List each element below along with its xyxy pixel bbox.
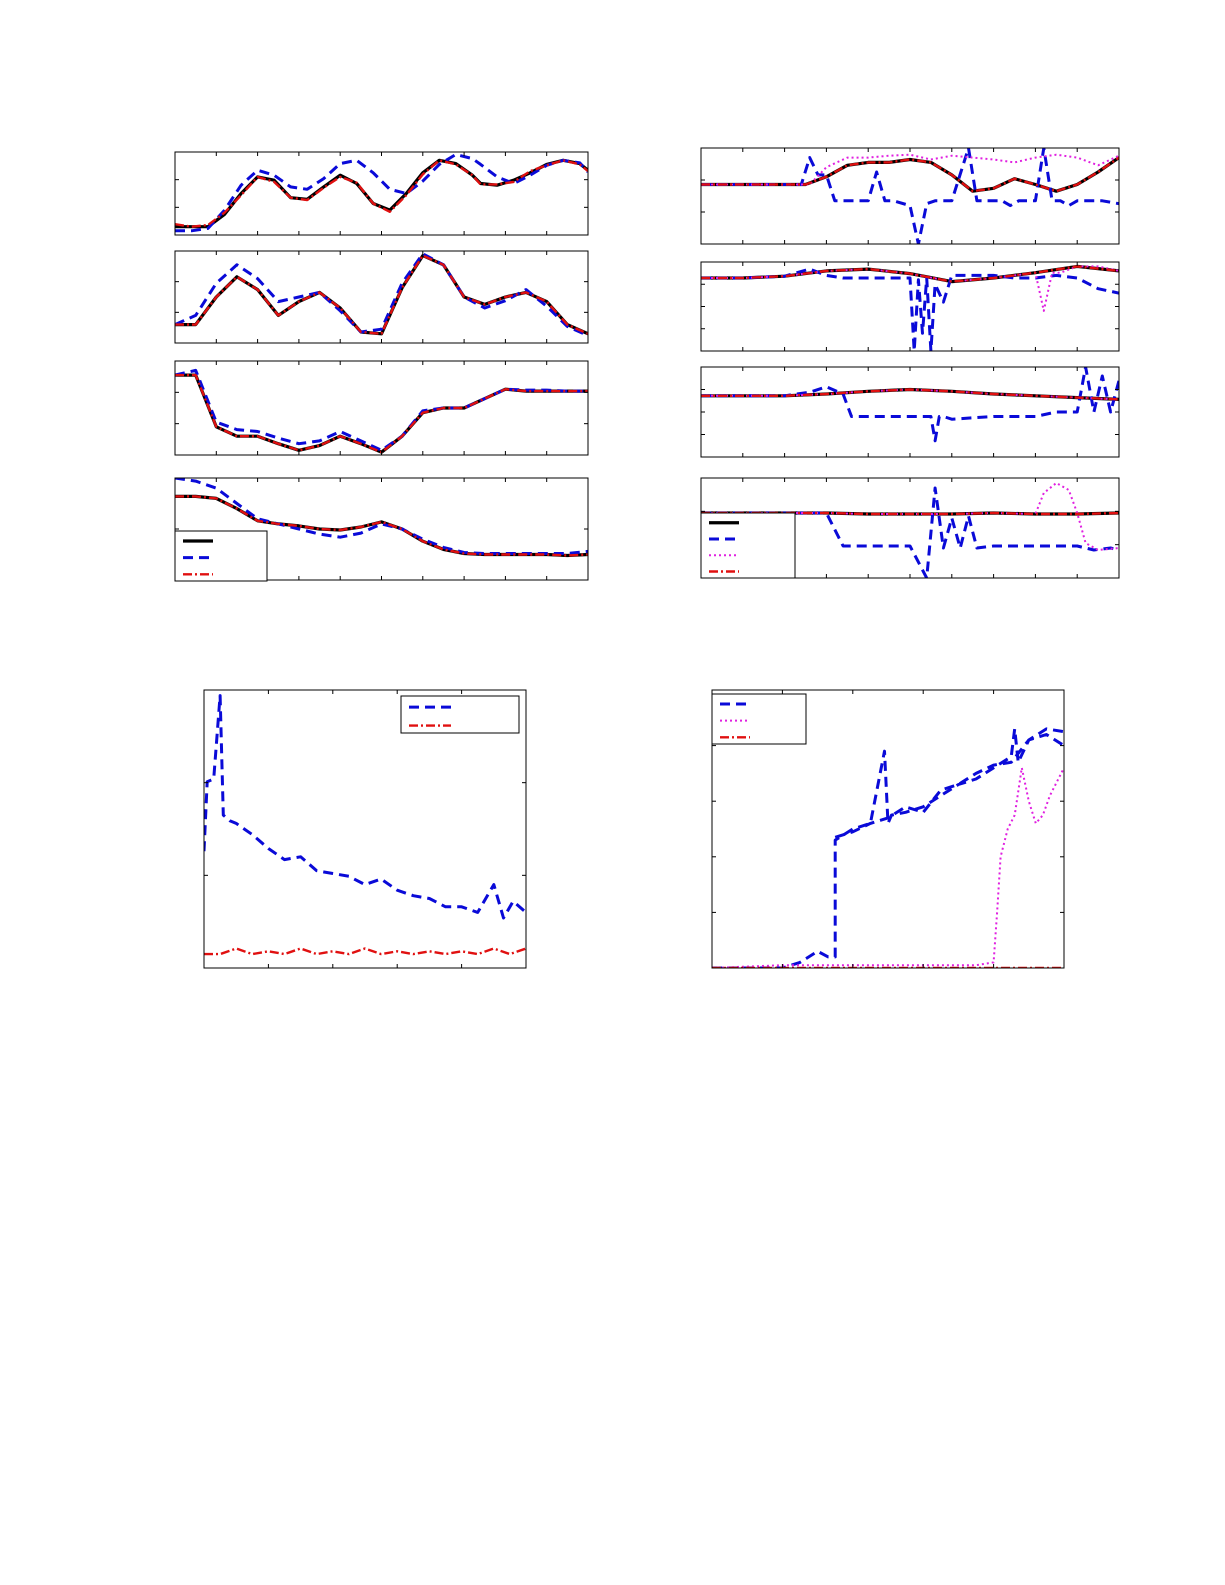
left-panel-1 (174, 151, 589, 236)
right-panel-2-series-estimate-1 (701, 267, 1119, 351)
left-panel-1-series-estimate-2 (175, 159, 588, 228)
right-panel-4-series-estimate-1 (701, 486, 1119, 578)
bottom-right-chart-series-estimate-3 (712, 766, 1064, 968)
bottom-right-chart-frame (711, 689, 1065, 969)
right-panel-1-frame (700, 147, 1120, 245)
left-panel-2 (174, 250, 589, 344)
left-panel-1-series-estimate-1 (175, 153, 588, 233)
right-panel-3-series-estimate-2 (701, 388, 1119, 401)
right-panel-2 (700, 261, 1120, 352)
bottom-left-chart (203, 689, 527, 969)
bottom-left-chart-series-estimate-1 (204, 694, 526, 920)
left-panel-3-frame (174, 360, 589, 456)
left-panel-4-series-estimate-2 (175, 495, 588, 557)
bottom-left-chart-frame (203, 689, 527, 969)
right-panel-1-series-estimate-2 (701, 156, 1119, 193)
bottom-left-chart-legend-box (400, 695, 520, 734)
left-panel-2-series-estimate-2 (175, 254, 588, 335)
right-panel-1-series-estimate-1 (701, 148, 1119, 244)
right-panel-3-frame (700, 366, 1120, 458)
right-panel-1-series-estimate-3 (701, 153, 1119, 186)
left-panel-3-series-estimate-2 (175, 373, 588, 454)
bottom-right-chart-legend-box (711, 693, 807, 745)
left-panel-2-series-truth (175, 254, 588, 336)
bottom-left-chart-series-estimate-2 (204, 947, 526, 956)
bottom-right-chart-series-estimate-1b (834, 733, 1064, 839)
right-panel-3-series-truth (701, 387, 1119, 401)
left-panel-1-frame (174, 151, 589, 236)
left-panel-4-legend (174, 530, 268, 582)
bottom-right-chart-legend (711, 693, 807, 745)
bottom-right-chart (711, 689, 1065, 969)
right-panel-3 (700, 366, 1120, 458)
bottom-left-chart-legend (400, 695, 520, 734)
bottom-right-chart-series-estimate-1 (712, 727, 1064, 968)
left-panel-1-series-truth (175, 158, 588, 229)
left-panel-3 (174, 360, 589, 456)
right-panel-1 (700, 147, 1120, 245)
left-panel-3-series-estimate-1 (175, 368, 588, 452)
right-panel-2-series-estimate-2 (701, 265, 1119, 283)
right-panel-4 (700, 477, 1120, 579)
left-panel-3-series-truth (175, 373, 588, 454)
right-panel-3-series-estimate-1 (701, 367, 1119, 443)
right-panel-4-legend (700, 512, 796, 579)
left-panel-2-series-estimate-1 (175, 252, 588, 337)
left-panel-4-legend-box (174, 530, 268, 582)
left-panel-4 (174, 477, 589, 582)
right-panel-1-series-truth (701, 156, 1119, 193)
